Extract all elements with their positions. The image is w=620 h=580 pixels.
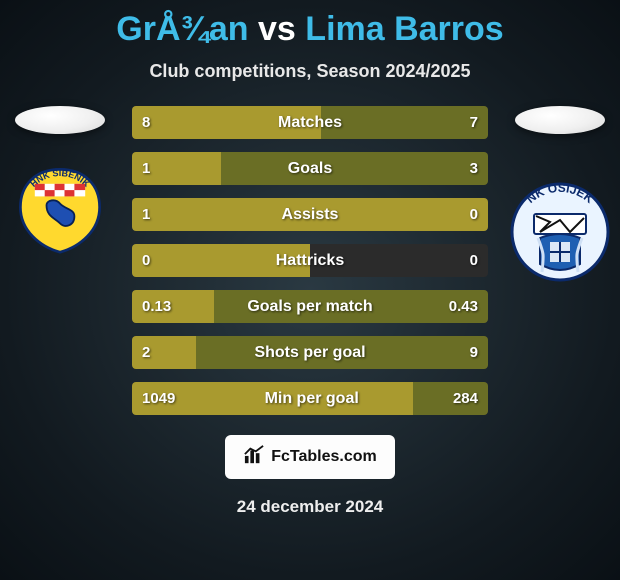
stat-row: 1Goals3 bbox=[132, 152, 488, 185]
stat-row: 0.13Goals per match0.43 bbox=[132, 290, 488, 323]
stat-label: Assists bbox=[182, 206, 438, 224]
title-player-right: Lima Barros bbox=[305, 10, 503, 48]
stat-value-right: 9 bbox=[438, 344, 488, 361]
stat-value-left: 1 bbox=[132, 206, 182, 223]
title-vs: vs bbox=[258, 10, 296, 48]
subtitle: Club competitions, Season 2024/2025 bbox=[149, 61, 470, 82]
player-photo-left bbox=[15, 106, 105, 134]
stat-value-right: 0 bbox=[438, 252, 488, 269]
stat-value-right: 3 bbox=[438, 160, 488, 177]
stat-row: 1049Min per goal284 bbox=[132, 382, 488, 415]
stat-value-left: 8 bbox=[132, 114, 182, 131]
stat-label: Goals per match bbox=[182, 298, 438, 316]
brand-text: FcTables.com bbox=[271, 448, 377, 466]
stat-row: 0Hattricks0 bbox=[132, 244, 488, 277]
stat-value-right: 0 bbox=[438, 206, 488, 223]
stat-label: Min per goal bbox=[185, 390, 438, 408]
title-player-left: GrÅ¾an bbox=[116, 10, 248, 48]
comparison-card: GrÅ¾an vs Lima Barros Club competitions,… bbox=[0, 0, 620, 580]
left-side: HNK ŠIBENIK bbox=[0, 106, 120, 254]
stat-label: Hattricks bbox=[182, 252, 438, 270]
stat-value-left: 2 bbox=[132, 344, 182, 361]
brand-badge: FcTables.com bbox=[225, 435, 395, 479]
stat-value-left: 0.13 bbox=[132, 298, 182, 315]
stat-label: Matches bbox=[182, 114, 438, 132]
stats-column: 8Matches71Goals31Assists00Hattricks00.13… bbox=[120, 106, 500, 415]
club-badge-left: HNK ŠIBENIK bbox=[15, 164, 105, 254]
right-side: NK OSIJEK bbox=[500, 106, 620, 292]
stat-value-left: 1049 bbox=[132, 390, 185, 407]
page-title: GrÅ¾an vs Lima Barros bbox=[116, 10, 503, 49]
stat-value-left: 0 bbox=[132, 252, 182, 269]
stat-row: 8Matches7 bbox=[132, 106, 488, 139]
stat-value-right: 0.43 bbox=[438, 298, 488, 315]
main-row: HNK ŠIBENIK 8Matches71Goals31Assists00Ha… bbox=[0, 106, 620, 415]
stat-label: Shots per goal bbox=[182, 344, 438, 362]
stat-value-right: 7 bbox=[438, 114, 488, 131]
chart-icon bbox=[243, 445, 265, 470]
stat-row: 2Shots per goal9 bbox=[132, 336, 488, 369]
stat-value-right: 284 bbox=[438, 390, 488, 407]
stat-label: Goals bbox=[182, 160, 438, 178]
stat-row: 1Assists0 bbox=[132, 198, 488, 231]
stat-value-left: 1 bbox=[132, 160, 182, 177]
player-photo-right bbox=[515, 106, 605, 134]
club-badge-right: NK OSIJEK bbox=[510, 182, 610, 292]
date-label: 24 december 2024 bbox=[237, 497, 384, 517]
